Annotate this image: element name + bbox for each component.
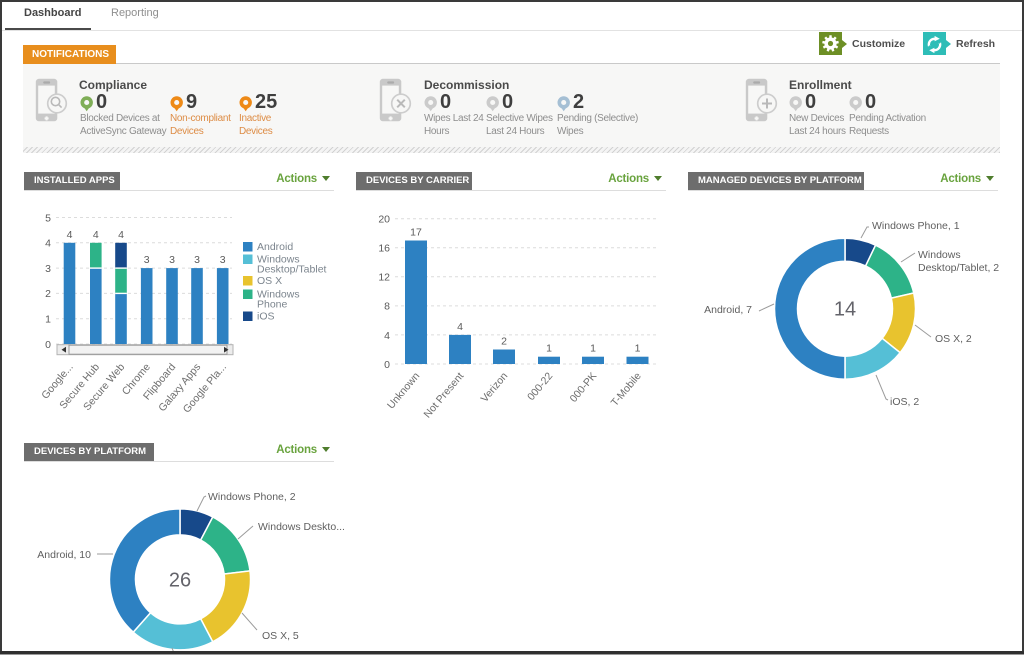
svg-text:000-22: 000-22	[525, 370, 555, 403]
svg-text:Not Present: Not Present	[421, 370, 466, 420]
svg-text:16: 16	[378, 243, 390, 255]
svg-text:Windows Phone, 1: Windows Phone, 1	[872, 220, 960, 232]
svg-text:T-Mobile: T-Mobile	[609, 370, 644, 409]
svg-text:1: 1	[635, 343, 641, 355]
svg-text:Verizon: Verizon	[479, 370, 511, 405]
svg-text:1: 1	[590, 343, 596, 355]
svg-text:0: 0	[45, 339, 51, 351]
svg-text:Phone: Phone	[257, 298, 288, 310]
svg-text:5: 5	[45, 212, 51, 224]
svg-text:4: 4	[93, 229, 99, 241]
svg-text:3: 3	[45, 263, 51, 275]
svg-text:1: 1	[45, 314, 51, 326]
svg-text:3: 3	[194, 254, 200, 266]
svg-text:Windows: Windows	[257, 254, 300, 266]
svg-text:OS X: OS X	[257, 275, 282, 287]
svg-text:Windows Deskto...: Windows Deskto...	[258, 521, 345, 533]
svg-text:Android, 10: Android, 10	[37, 549, 91, 561]
svg-text:4: 4	[45, 238, 51, 250]
svg-text:2: 2	[45, 288, 51, 300]
svg-text:14: 14	[834, 299, 856, 321]
svg-text:17: 17	[410, 227, 422, 239]
svg-text:26: 26	[169, 570, 191, 592]
svg-text:OS X, 5: OS X, 5	[262, 630, 299, 642]
svg-text:OS X, 2: OS X, 2	[935, 333, 972, 345]
svg-text:Android, 7: Android, 7	[704, 304, 752, 316]
svg-text:2: 2	[501, 336, 507, 348]
svg-text:Windows: Windows	[257, 289, 300, 301]
svg-text:Windows: Windows	[918, 249, 961, 261]
svg-text:3: 3	[169, 254, 175, 266]
svg-text:Unknown: Unknown	[385, 370, 422, 411]
svg-text:Desktop/Tablet, 2: Desktop/Tablet, 2	[918, 262, 999, 274]
svg-text:1: 1	[546, 343, 552, 355]
svg-text:0: 0	[384, 359, 390, 371]
svg-text:Windows Phone, 2: Windows Phone, 2	[208, 491, 296, 503]
svg-text:iOS: iOS	[257, 310, 275, 322]
svg-text:4: 4	[457, 321, 463, 333]
svg-text:3: 3	[220, 254, 226, 266]
svg-text:000-PK: 000-PK	[568, 370, 600, 405]
svg-text:4: 4	[384, 330, 390, 342]
svg-text:8: 8	[384, 301, 390, 313]
svg-text:Desktop/Tablet: Desktop/Tablet	[257, 263, 327, 275]
svg-text:4: 4	[67, 229, 73, 241]
svg-text:20: 20	[378, 214, 390, 226]
svg-text:4: 4	[118, 229, 124, 241]
svg-text:12: 12	[378, 272, 390, 284]
svg-text:iOS, 2: iOS, 2	[890, 396, 919, 408]
svg-text:Android: Android	[257, 241, 293, 253]
svg-text:3: 3	[144, 254, 150, 266]
